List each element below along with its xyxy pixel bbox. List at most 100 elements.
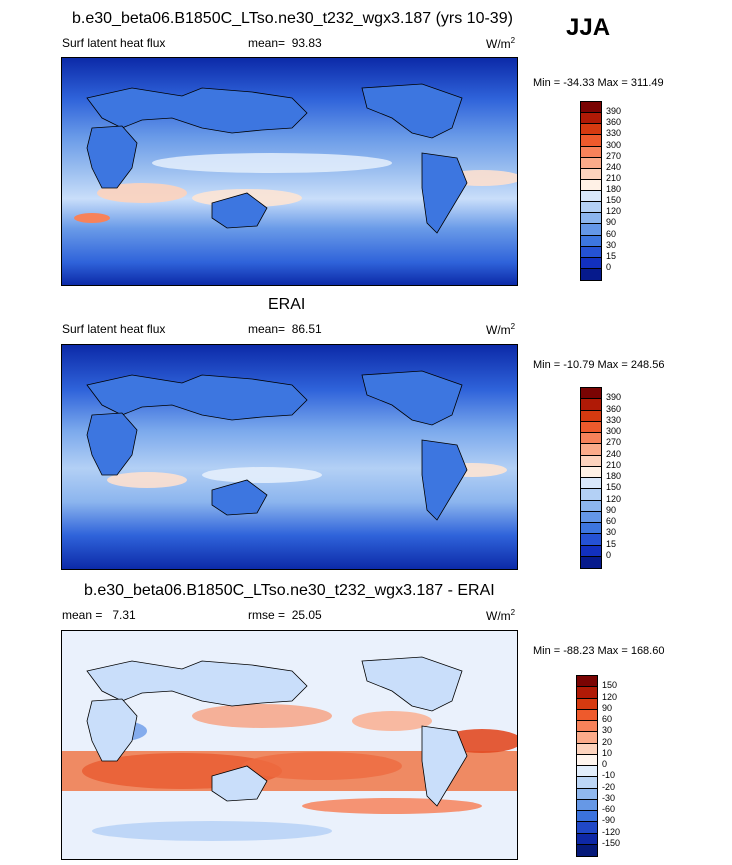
panel2-colorbar-segment (581, 523, 601, 535)
panel1-colorbar-segment (581, 246, 601, 258)
panel2-colorbar-tick-label: 360 (606, 403, 622, 414)
panel1-variable: Surf latent heat flux (62, 36, 166, 50)
panel2-colorbar-segment (581, 545, 601, 557)
panel3-colorbar-tick-label: 60 (602, 714, 613, 724)
panel1-colorbar-segment (581, 224, 601, 236)
panel2-colorbar-segment (581, 489, 601, 501)
panel1-colorbar-tick-label: 0 (606, 261, 612, 272)
panel3-rmse-value: 25.05 (291, 608, 322, 622)
panel1-map (61, 57, 518, 286)
panel2-colorbar-tick-label: 120 (606, 493, 622, 504)
panel3-colorbar-tick-label: -20 (602, 781, 616, 792)
panel3-colorbar-tick-label: -150 (602, 837, 621, 848)
panel2-colorbar-segment (581, 399, 601, 411)
panel3-colorbar-tick-label: -120 (602, 826, 621, 837)
panel3-colorbar-segment (577, 687, 597, 699)
panel1-colorbar-segment (581, 113, 601, 125)
panel3-units-text: W/m (486, 609, 511, 623)
panel3-colorbar-tick-label: -60 (602, 804, 616, 814)
panel3-colorbar-segment (577, 754, 597, 766)
panel3-units-exp: 2 (510, 608, 516, 617)
panel3-colorbar-segment (577, 811, 597, 823)
panel2-variable: Surf latent heat flux (62, 322, 166, 336)
panel1-colorbar-tick-label: 60 (606, 228, 617, 239)
panel3-colorbar-tick-label: 120 (602, 691, 618, 702)
panel2-colorbar-tick-label: 180 (606, 471, 622, 481)
panel2-colorbar-tick-label: 30 (606, 527, 617, 538)
panel1-title: b.e30_beta06.B1850C_LTso.ne30_t232_wgx3.… (72, 10, 513, 27)
panel2-mean: mean= 86.51 (248, 322, 322, 336)
panel3-colorbar-tick-label: 150 (602, 680, 618, 691)
panel3-colorbar-segment (577, 732, 597, 744)
panel2-colorbar-segment (581, 556, 601, 568)
panel3-colorbar-segment (577, 788, 597, 800)
panel1-units-text: W/m (486, 37, 511, 51)
panel2-colorbar-tick-label: 390 (606, 392, 622, 403)
panel2-map (61, 344, 518, 570)
panel1-colorbar-tick-label: 300 (606, 139, 622, 150)
panel3-colorbar-tick-label: 0 (602, 759, 608, 769)
panel1-colorbar-segment (581, 135, 601, 147)
panel3-title: b.e30_beta06.B1850C_LTso.ne30_t232_wgx3.… (84, 582, 495, 599)
panel2-colorbar-segment (581, 421, 601, 433)
panel3-colorbar-segment (577, 721, 597, 733)
panel1-colorbar-tick-label: 30 (606, 239, 617, 250)
panel2-mean-label: mean= (248, 322, 286, 336)
panel1-colorbar-tick-label: 360 (606, 117, 622, 128)
panel3-mean-value: 7.31 (112, 608, 136, 622)
panel3-map (61, 630, 518, 860)
panel1-colorbar-segment (581, 268, 601, 280)
panel1-colorbar-segment (581, 102, 601, 114)
panel3-colorbar-tick-label: 20 (602, 736, 613, 747)
panel2-colorbar-tick-label: 0 (606, 549, 612, 560)
panel1-colorbar-tick-label: 240 (606, 161, 622, 172)
panel3-colorbar-segment (577, 698, 597, 710)
panel1-colorbar-tick-label: 15 (606, 250, 617, 261)
panel3-colorbar-segment (577, 777, 597, 789)
panel1-colorbar-tick-label: 180 (606, 184, 622, 194)
panel2-colorbar-segment (581, 511, 601, 523)
panel1-colorbar-segment (581, 213, 601, 225)
panel2-colorbar-segment (581, 455, 601, 467)
panel1-colorbar-segment (581, 257, 601, 269)
panel2-colorbar-segment (581, 433, 601, 445)
panel1-colorbar-tick-label: 270 (606, 150, 622, 161)
panel1-colorbar-tick-label: 120 (606, 206, 622, 217)
panel2-colorbar-tick-label: 270 (606, 437, 622, 448)
panel1-mean-value: 93.83 (291, 36, 322, 50)
panel3-colorbar-segment (577, 799, 597, 811)
panel3-colorbar-tick-label: 10 (602, 747, 613, 758)
panel1-units-exp: 2 (510, 36, 516, 45)
panel1-colorbar-segment (581, 168, 601, 180)
panel1-colorbar-segment (581, 202, 601, 214)
panel3-colorbar-segment (577, 833, 597, 845)
panel1-colorbar-segment (581, 191, 601, 203)
panel2-colorbar-segment (581, 500, 601, 512)
panel1-colorbar-segment (581, 179, 601, 191)
panel2-minmax: Min = -10.79 Max = 248.56 (533, 359, 665, 371)
panel2-units: W/m2 (486, 322, 515, 337)
panel1-minmax: Min = -34.33 Max = 311.49 (533, 77, 664, 89)
panel3-colorbar-segment (577, 743, 597, 755)
panel2-colorbar-tick-label: 60 (606, 516, 617, 526)
panel1-colorbar-segment (581, 124, 601, 136)
panel2-colorbar-tick-label: 240 (606, 448, 622, 459)
panel3-colorbar-tick-label: 30 (602, 725, 613, 736)
panel1-colorbar (580, 101, 602, 281)
panel1-colorbar-tick-label: 90 (606, 217, 617, 228)
panel1-mean-label: mean= (248, 36, 286, 50)
panel1-colorbar-segment (581, 235, 601, 247)
panel2-colorbar-tick-label: 330 (606, 414, 622, 425)
panel3-colorbar-segment (577, 822, 597, 834)
panel2-mean-value: 86.51 (291, 322, 322, 336)
panel3-mean-label: mean = (62, 608, 103, 622)
panel3-colorbar-tick-label: 90 (602, 702, 613, 713)
panel1-colorbar-tick-label: 390 (606, 106, 622, 117)
panel1-units: W/m2 (486, 36, 515, 51)
panel2-colorbar-segment (581, 478, 601, 490)
panel2-units-text: W/m (486, 323, 511, 337)
panel2-colorbar-tick-label: 90 (606, 504, 617, 515)
panel2-colorbar-segment (581, 466, 601, 478)
panel2-colorbar-segment (581, 410, 601, 422)
panel2-title: ERAI (268, 296, 306, 313)
